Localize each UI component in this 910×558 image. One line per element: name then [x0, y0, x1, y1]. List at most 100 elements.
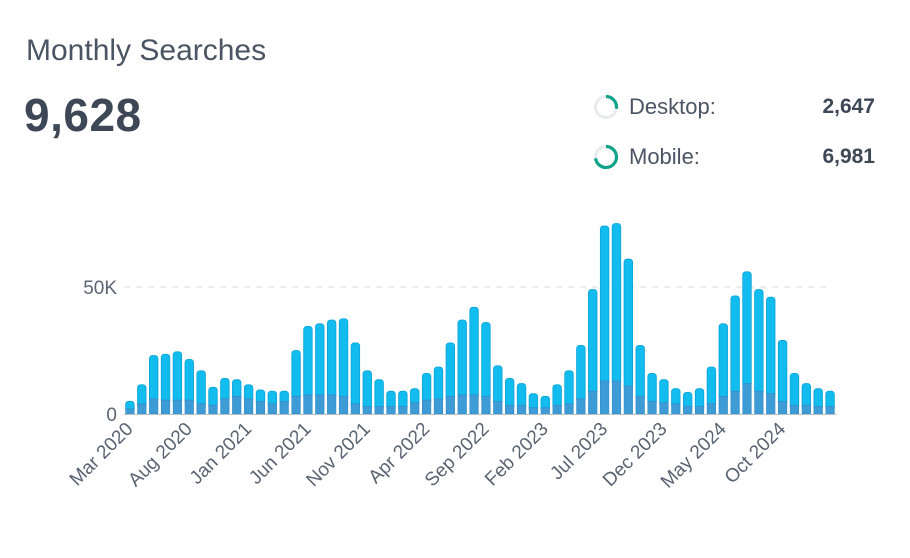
- bar-segment-upper: [706, 366, 717, 409]
- bar-segment-lower: [659, 402, 669, 415]
- bar-segment-upper: [754, 289, 764, 396]
- chart-title: Monthly Searches: [26, 34, 267, 67]
- bar-segment-lower: [149, 398, 159, 415]
- bar-segment-lower: [813, 406, 823, 415]
- bar-segment-upper: [718, 323, 728, 401]
- bar-segment-upper: [326, 319, 337, 400]
- bar-segment-upper: [493, 365, 503, 406]
- bar-segment-upper: [338, 318, 349, 401]
- bar-segment-upper: [730, 295, 740, 396]
- bar-segment-lower: [754, 390, 764, 415]
- bar-segment-upper: [789, 372, 800, 410]
- x-tick-label: Aug 2020: [124, 419, 196, 491]
- bar-segment-lower: [516, 404, 527, 415]
- x-tick-label: May 2024: [657, 418, 731, 492]
- x-tick-label: Sep 2022: [421, 419, 493, 491]
- y-tick-label: 0: [106, 405, 117, 426]
- bar-segment-upper: [576, 345, 586, 404]
- bar-segment-upper: [445, 342, 456, 401]
- total-searches-value: 9,628: [24, 89, 142, 141]
- bar-segment-lower: [635, 395, 645, 415]
- y-tick-label: 50K: [83, 278, 117, 299]
- bar-segment-upper: [611, 223, 622, 386]
- legend-desktop: Desktop: 2,647: [593, 91, 875, 123]
- x-tick-label: Oct 2024: [721, 418, 791, 488]
- bar-segment-upper: [766, 296, 776, 399]
- bar-segment-lower: [267, 403, 277, 415]
- bar-segment-lower: [493, 400, 503, 415]
- bar-segment-lower: [730, 390, 740, 415]
- bar-segment-upper: [350, 342, 361, 409]
- bar-segment-lower: [706, 403, 716, 415]
- bar-segment-upper: [504, 378, 515, 410]
- bar-segment-upper: [635, 345, 645, 401]
- bar-segment-lower: [801, 404, 811, 415]
- bar-segment-lower: [445, 395, 455, 415]
- bar-segment-lower: [718, 395, 728, 415]
- bar-segment-lower: [160, 399, 171, 415]
- bar-segment-lower: [350, 403, 360, 415]
- bar-segment-upper: [196, 370, 206, 409]
- x-tick-label: Nov 2021: [302, 419, 374, 491]
- bar-segment-upper: [647, 372, 657, 406]
- bar-segment-lower: [766, 393, 776, 415]
- bar-segment-upper: [315, 323, 325, 400]
- bar-segment-upper: [599, 225, 610, 386]
- bar-segment-lower: [528, 407, 538, 415]
- bar-segment-lower: [374, 406, 384, 415]
- bar-segment-lower: [315, 394, 325, 415]
- bar-segment-upper: [374, 379, 384, 411]
- bar-segment-upper: [777, 339, 788, 406]
- bar-segment-lower: [433, 398, 444, 415]
- desktop-share-ring-icon: [593, 94, 619, 120]
- bar-segment-lower: [362, 406, 372, 415]
- bar-segment-upper: [303, 325, 313, 400]
- legend-mobile: Mobile: 6,981: [593, 141, 875, 173]
- bar-segment-upper: [564, 370, 574, 409]
- bar-segment-upper: [172, 351, 183, 405]
- bar-segment-upper: [148, 355, 159, 404]
- bar-segment-lower: [196, 403, 206, 415]
- bar-segment-upper: [742, 271, 752, 388]
- bar-segment-lower: [481, 395, 491, 415]
- bar-segment-lower: [232, 395, 242, 415]
- bar-segment-lower: [778, 400, 788, 415]
- bar-segment-lower: [255, 400, 266, 415]
- bar-segment-upper: [623, 258, 634, 391]
- bar-segment-lower: [576, 398, 586, 415]
- bar-segment-upper: [457, 319, 467, 400]
- legend-desktop-label: Desktop:: [629, 94, 716, 119]
- bar-segment-upper: [421, 372, 432, 405]
- bar-segment-upper: [362, 370, 372, 411]
- bar-segment-lower: [208, 404, 218, 415]
- bar-segment-lower: [694, 406, 705, 415]
- bar-segment-lower: [505, 404, 515, 415]
- bar-segment-lower: [398, 406, 408, 415]
- bar-segment-lower: [172, 399, 182, 415]
- bar-segment-lower: [244, 398, 254, 415]
- bar-segment-lower: [338, 395, 349, 415]
- bar-segment-lower: [137, 403, 147, 415]
- x-tick-label: Jan 2021: [186, 419, 256, 489]
- bar-segment-lower: [647, 400, 657, 415]
- bar-segment-lower: [410, 402, 420, 415]
- mobile-share-ring-icon: [593, 144, 619, 170]
- x-tick-label: Feb 2023: [481, 419, 553, 491]
- bar-segment-lower: [552, 404, 562, 415]
- bar-segment-lower: [623, 385, 633, 415]
- bar-segment-lower: [291, 395, 301, 415]
- bar-segment-lower: [220, 398, 230, 415]
- bar-segment-lower: [611, 380, 622, 415]
- bar-segment-upper: [291, 350, 301, 401]
- bar-segment-lower: [742, 383, 752, 415]
- bar-segment-lower: [303, 394, 313, 415]
- bar-segment-upper: [160, 353, 171, 405]
- bar-segment-upper: [469, 306, 479, 400]
- bar-segment-lower: [540, 407, 550, 415]
- bar-segment-lower: [825, 406, 835, 415]
- bar-segment-lower: [279, 400, 289, 415]
- bar-segment-lower: [457, 394, 467, 415]
- bar-segment-upper: [184, 358, 194, 405]
- bar-segment-lower: [600, 380, 610, 415]
